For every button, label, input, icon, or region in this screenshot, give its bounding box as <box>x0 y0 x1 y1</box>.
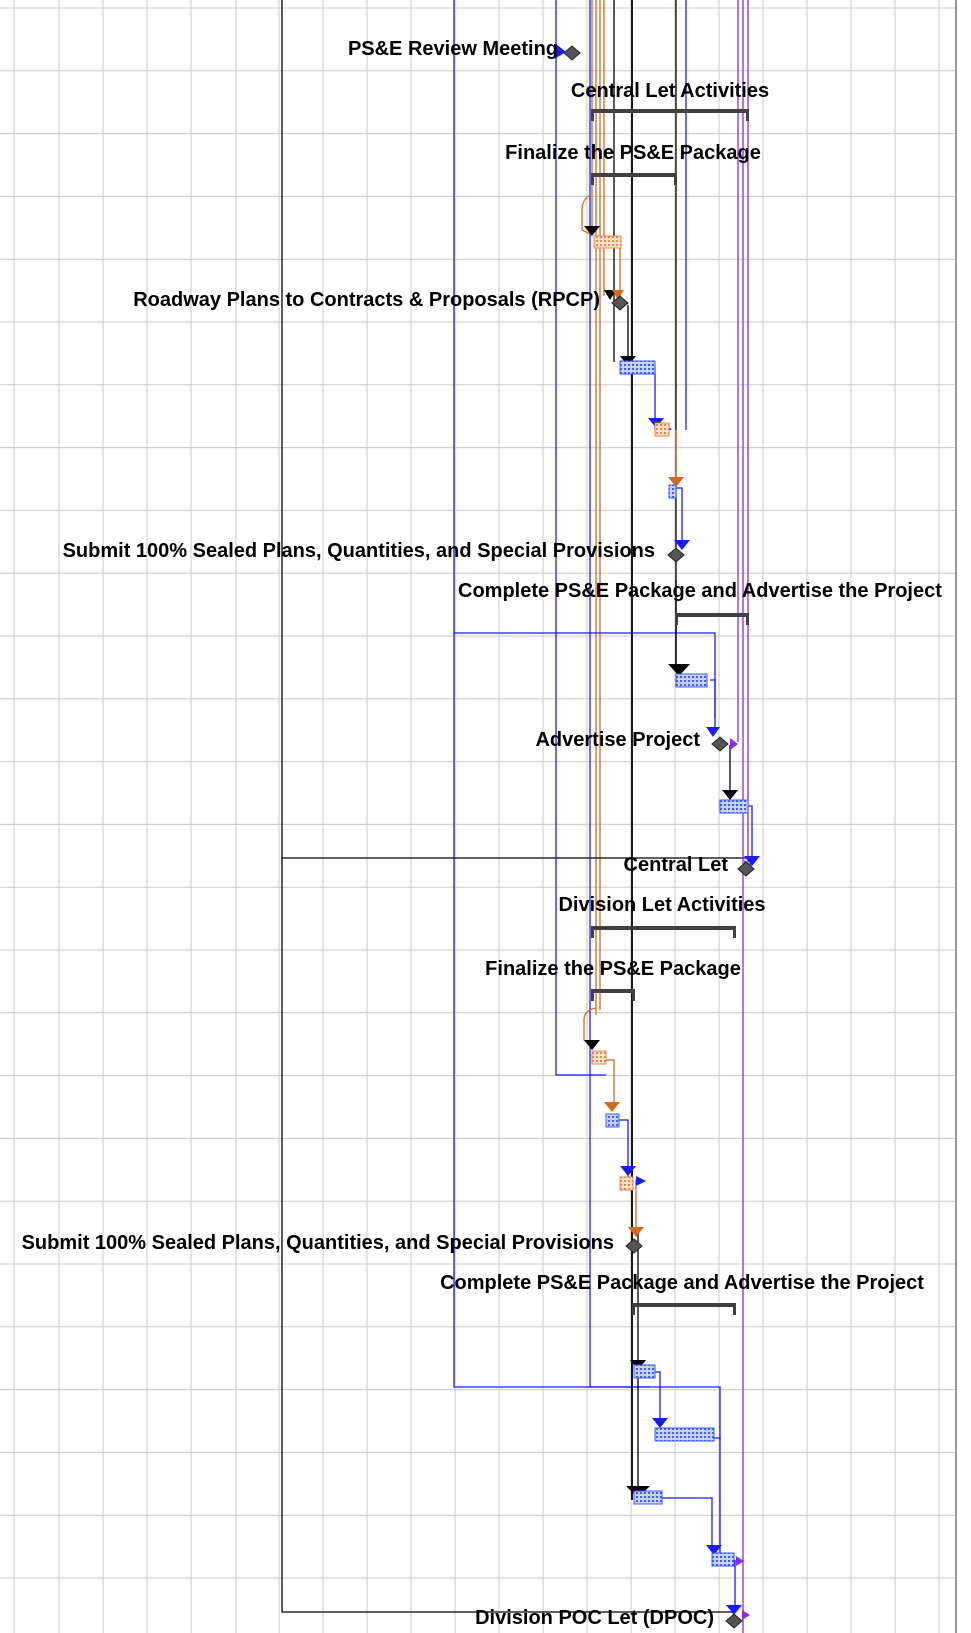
task-bar[interactable] <box>719 799 749 814</box>
task-bar[interactable] <box>633 1364 656 1379</box>
milestones <box>556 44 755 1629</box>
label-finalize-psande-2: Finalize the PS&E Package <box>485 958 741 980</box>
label-finalize-psande-1: Finalize the PS&E Package <box>505 142 761 164</box>
milestone-diamond[interactable] <box>667 547 685 563</box>
label-complete-psande-1: Complete PS&E Package and Advertise the … <box>458 580 942 602</box>
task-bar[interactable] <box>711 1552 735 1567</box>
summary-bar-complete-psande-1[interactable] <box>675 613 749 625</box>
summary-bar-central-let-activities[interactable] <box>591 109 749 121</box>
summary-bars <box>591 109 749 1315</box>
label-submit-sealed-1: Submit 100% Sealed Plans, Quantities, an… <box>63 540 655 562</box>
label-central-let-activities: Central Let Activities <box>571 80 769 102</box>
task-bar[interactable] <box>605 1113 620 1128</box>
task-bar[interactable] <box>593 235 622 249</box>
task-bar[interactable] <box>619 360 656 375</box>
milestone-diamond[interactable] <box>737 861 755 877</box>
milestone-diamond[interactable] <box>611 295 629 311</box>
task-bar[interactable] <box>654 1427 715 1442</box>
label-roadway-plans-rpcp: Roadway Plans to Contracts & Proposals (… <box>133 289 600 311</box>
milestone-diamond[interactable] <box>725 1613 743 1629</box>
task-bar[interactable] <box>633 1490 663 1505</box>
milestone-diamond[interactable] <box>625 1238 643 1254</box>
label-complete-psande-2: Complete PS&E Package and Advertise the … <box>440 1272 924 1294</box>
label-division-poc-let: Division POC Let (DPOC) <box>475 1607 714 1629</box>
arrowheads <box>584 226 760 1620</box>
task-labels: PS&E Review Meeting Central Let Activiti… <box>22 38 943 1629</box>
milestone-diamond[interactable] <box>563 45 581 61</box>
dependency-links <box>281 0 753 1633</box>
task-bar[interactable] <box>591 1050 607 1065</box>
task-bar[interactable] <box>619 1176 634 1191</box>
task-bar[interactable] <box>675 673 708 688</box>
summary-bar-finalize-psande-2[interactable] <box>591 989 635 1001</box>
label-submit-sealed-2: Submit 100% Sealed Plans, Quantities, an… <box>22 1232 614 1254</box>
task-bars <box>591 235 749 1567</box>
task-bar[interactable] <box>654 422 670 437</box>
task-bar[interactable] <box>668 484 677 499</box>
label-advertise-project: Advertise Project <box>535 729 700 751</box>
summary-bar-division-let-activities[interactable] <box>591 926 736 938</box>
milestone-diamond[interactable] <box>711 736 729 752</box>
summary-bar-finalize-psande-1[interactable] <box>591 173 677 185</box>
label-psande-review-meeting: PS&E Review Meeting <box>348 38 558 60</box>
summary-bar-complete-psande-2[interactable] <box>632 1303 736 1315</box>
label-division-let-activities: Division Let Activities <box>558 894 765 916</box>
label-central-let: Central Let <box>624 854 729 876</box>
